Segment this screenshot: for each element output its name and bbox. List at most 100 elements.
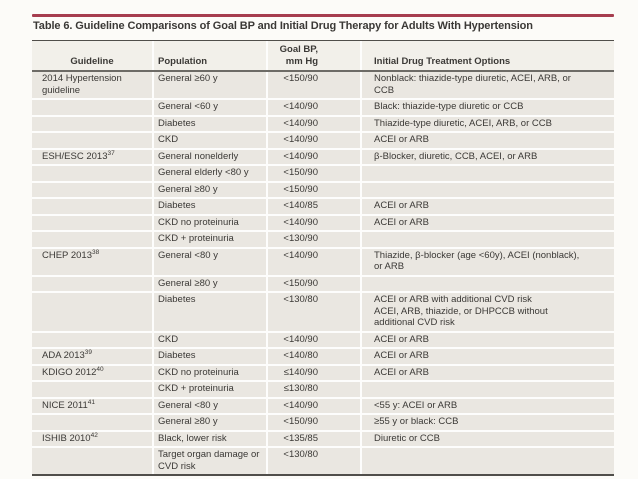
guideline-cell: ADA 201339 [32,349,152,364]
goal-bp-cell: <135/85 [268,431,360,446]
guideline-cell [32,448,152,474]
table-row: CKD <140/90 ACEI or ARB [32,332,614,347]
population-cell: General nonelderly [154,149,266,164]
column-header-goal-bp: Goal BP, mm Hg [268,41,360,70]
table-row: ADA 201339 Diabetes <140/80 ACEI or ARB [32,349,614,364]
goal-bp-cell: <140/90 [268,116,360,131]
guideline-cell [32,276,152,291]
column-header-treatment: Initial Drug Treatment Options [362,41,614,70]
population-cell: CKD + proteinuria [154,232,266,247]
column-header-population: Population [154,41,266,70]
population-cell: CKD no proteinuria [154,365,266,380]
population-cell: Diabetes [154,293,266,331]
goal-bp-cell: <140/90 [268,133,360,148]
goal-bp-cell: <140/90 [268,149,360,164]
table-row: CKD + proteinuria ≤130/80 [32,382,614,397]
population-cell: General <80 y [154,248,266,275]
table-row: Diabetes <140/90 Thiazide-type diuretic,… [32,116,614,131]
table-row: General elderly <80 y <150/90 [32,166,614,181]
table-row: General ≥80 y <150/90 [32,276,614,291]
table-row: ISHIB 201042 Black, lower risk <135/85 D… [32,431,614,446]
goal-bp-cell: <140/90 [268,398,360,413]
treatment-cell: ACEI or ARB [362,199,614,214]
treatment-cell: Nonblack: thiazide-type diuretic, ACEI, … [362,72,614,98]
treatment-cell: <55 y: ACEI or ARB [362,398,614,413]
table-row: CKD + proteinuria <130/90 [32,232,614,247]
table-row: KDIGO 201240 CKD no proteinuria ≤140/90 … [32,365,614,380]
treatment-cell [362,232,614,247]
population-cell: General ≥60 y [154,72,266,98]
guideline-cell [32,133,152,148]
treatment-cell: ≥55 y or black: CCB [362,415,614,430]
goal-bp-cell: <140/85 [268,199,360,214]
accent-rule [32,14,614,17]
table-header-row: Guideline Population Goal BP, mm Hg Init… [32,41,614,72]
population-cell: General <80 y [154,398,266,413]
population-cell: Black, lower risk [154,431,266,446]
goal-bp-cell: <130/80 [268,448,360,474]
guideline-cell [32,382,152,397]
guideline-cell [32,182,152,197]
goal-bp-cell: <140/90 [268,332,360,347]
goal-bp-cell: <130/90 [268,232,360,247]
table-row: 2014 Hypertension guideline General ≥60 … [32,72,614,98]
guideline-cell: NICE 201141 [32,398,152,413]
table-row: General ≥80 y <150/90 [32,182,614,197]
table-row: CKD <140/90 ACEI or ARB [32,133,614,148]
goal-bp-cell: <150/90 [268,182,360,197]
goal-bp-cell: <150/90 [268,72,360,98]
guideline-cell [32,215,152,230]
treatment-cell [362,276,614,291]
population-cell: CKD [154,133,266,148]
table-row: General <60 y <140/90 Black: thiazide-ty… [32,100,614,115]
guideline-cell [32,232,152,247]
table-row: ESH/ESC 201337 General nonelderly <140/9… [32,149,614,164]
population-cell: Diabetes [154,199,266,214]
goal-bp-cell: <140/90 [268,215,360,230]
treatment-cell [362,382,614,397]
table-row: Diabetes <140/85 ACEI or ARB [32,199,614,214]
population-cell: General ≥80 y [154,415,266,430]
goal-bp-cell: ≤140/90 [268,365,360,380]
guideline-cell [32,415,152,430]
guideline-cell [32,199,152,214]
population-cell: CKD + proteinuria [154,382,266,397]
treatment-cell [362,448,614,474]
table-row: Target organ damage or CVD risk <130/80 [32,448,614,474]
guideline-cell: ESH/ESC 201337 [32,149,152,164]
population-cell: Diabetes [154,349,266,364]
goal-bp-cell: <150/90 [268,415,360,430]
guideline-cell [32,293,152,331]
table-body: 2014 Hypertension guideline General ≥60 … [32,72,614,474]
guideline-cell [32,332,152,347]
treatment-cell: β-Blocker, diuretic, CCB, ACEI, or ARB [362,149,614,164]
population-cell: General elderly <80 y [154,166,266,181]
treatment-cell: ACEI or ARB [362,365,614,380]
goal-bp-cell: <140/90 [268,248,360,275]
guideline-cell: 2014 Hypertension guideline [32,72,152,98]
table-title: Table 6. Guideline Comparisons of Goal B… [33,20,533,32]
table-row: NICE 201141 General <80 y <140/90 <55 y:… [32,398,614,413]
treatment-cell: Thiazide-type diuretic, ACEI, ARB, or CC… [362,116,614,131]
table-row: General ≥80 y <150/90 ≥55 y or black: CC… [32,415,614,430]
treatment-cell [362,182,614,197]
column-header-guideline: Guideline [32,41,152,70]
guideline-cell: KDIGO 201240 [32,365,152,380]
population-cell: General ≥80 y [154,182,266,197]
goal-bp-cell: <150/90 [268,276,360,291]
treatment-cell: Black: thiazide-type diuretic or CCB [362,100,614,115]
guideline-cell: ISHIB 201042 [32,431,152,446]
table-row: CHEP 201338 General <80 y <140/90 Thiazi… [32,248,614,275]
goal-bp-cell: ≤130/80 [268,382,360,397]
treatment-cell [362,166,614,181]
goal-bp-cell: <130/80 [268,293,360,331]
treatment-cell: ACEI or ARB [362,215,614,230]
treatment-cell: Diuretic or CCB [362,431,614,446]
population-cell: CKD no proteinuria [154,215,266,230]
guideline-comparison-table: Guideline Population Goal BP, mm Hg Init… [32,40,614,476]
goal-bp-cell: <140/90 [268,100,360,115]
goal-bp-cell: <140/80 [268,349,360,364]
guideline-cell [32,116,152,131]
guideline-cell [32,166,152,181]
